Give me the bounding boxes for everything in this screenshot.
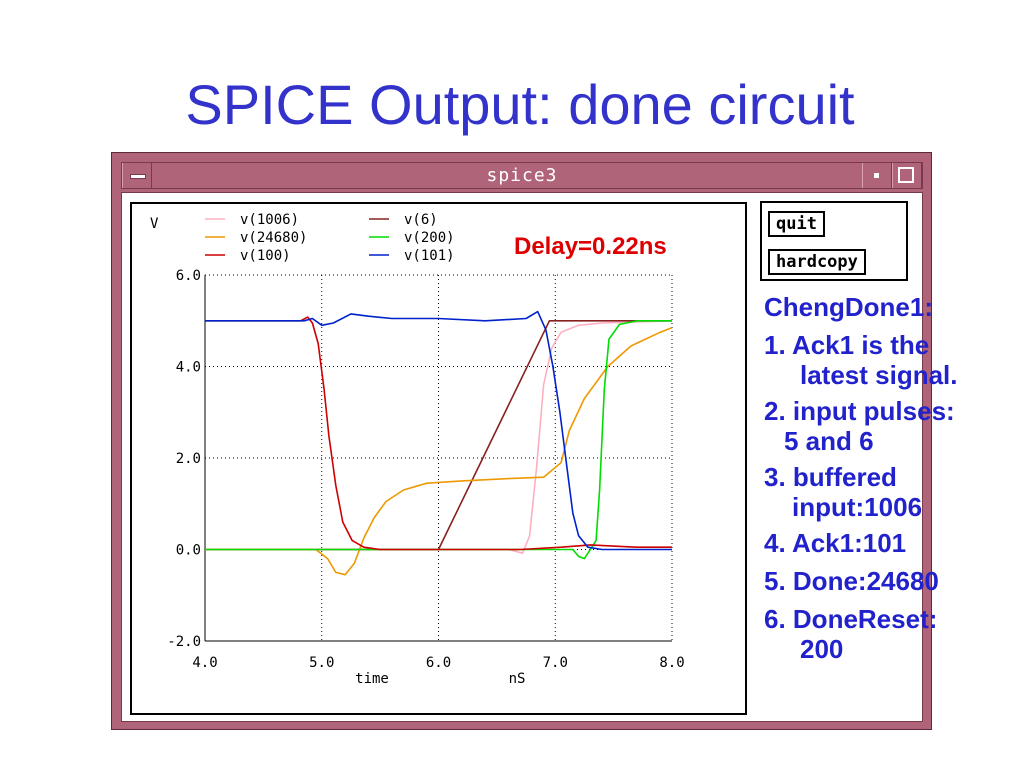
- series-line: [205, 326, 673, 576]
- legend-label: v(24680): [240, 230, 307, 246]
- minimize-icon: [874, 173, 879, 178]
- x-tick-label: 4.0: [192, 655, 217, 671]
- y-tick-label: 2.0: [176, 451, 201, 467]
- y-tick-label: -2.0: [167, 634, 201, 650]
- note-item: 3. buffered: [764, 462, 897, 492]
- legend-label: v(100): [240, 248, 291, 264]
- quit-button[interactable]: quit: [768, 211, 825, 237]
- delay-annotation: Delay=0.22ns: [514, 233, 667, 260]
- minimize-button[interactable]: [862, 163, 892, 188]
- x-tick-label: 8.0: [659, 655, 684, 671]
- y-tick-label: 4.0: [176, 360, 201, 376]
- window-titlebar[interactable]: spice3: [121, 162, 923, 189]
- note-item-cont: 5 and 6: [784, 426, 874, 456]
- y-axis-label: V: [150, 216, 159, 232]
- window-menu-icon: [130, 174, 146, 179]
- window-menu-button[interactable]: [122, 163, 152, 188]
- slide-title: SPICE Output: done circuit: [185, 73, 855, 136]
- series-line: [205, 320, 673, 554]
- x-tick-label: 5.0: [309, 655, 334, 671]
- x-axis-unit: nS: [509, 671, 526, 687]
- x-axis-label: time: [355, 671, 389, 687]
- legend-label: v(1006): [240, 212, 299, 228]
- note-item-cont: input:1006: [792, 492, 923, 522]
- note-item: 1. Ack1 is the: [764, 330, 930, 360]
- notes-heading: ChengDone1:: [764, 292, 933, 322]
- note-item: 5. Done:24680: [764, 566, 939, 596]
- x-tick-label: 7.0: [543, 655, 568, 671]
- series-line: [205, 316, 672, 551]
- note-item-cont: 200: [800, 634, 844, 664]
- y-tick-label: 6.0: [176, 268, 201, 284]
- button-panel: quit hardcopy: [760, 201, 908, 281]
- note-item: 4. Ack1:101: [764, 528, 907, 558]
- legend-label: v(200): [404, 230, 455, 246]
- maximize-button[interactable]: [892, 163, 922, 188]
- y-tick-label: 0.0: [176, 543, 201, 559]
- legend-label: v(101): [404, 248, 455, 264]
- maximize-icon: [898, 167, 914, 183]
- series-line: [205, 320, 672, 560]
- x-tick-label: 6.0: [426, 655, 451, 671]
- note-item: 6. DoneReset:: [764, 604, 938, 634]
- note-item: 2. input pulses:: [764, 396, 955, 426]
- legend-label: v(6): [404, 212, 438, 228]
- window-title: spice3: [486, 165, 558, 186]
- note-item-cont: latest signal.: [800, 360, 958, 390]
- series-line: [205, 310, 672, 551]
- hardcopy-button[interactable]: hardcopy: [768, 249, 866, 275]
- notes-panel: ChengDone1: 1. Ack1 is the latest signal…: [764, 292, 958, 664]
